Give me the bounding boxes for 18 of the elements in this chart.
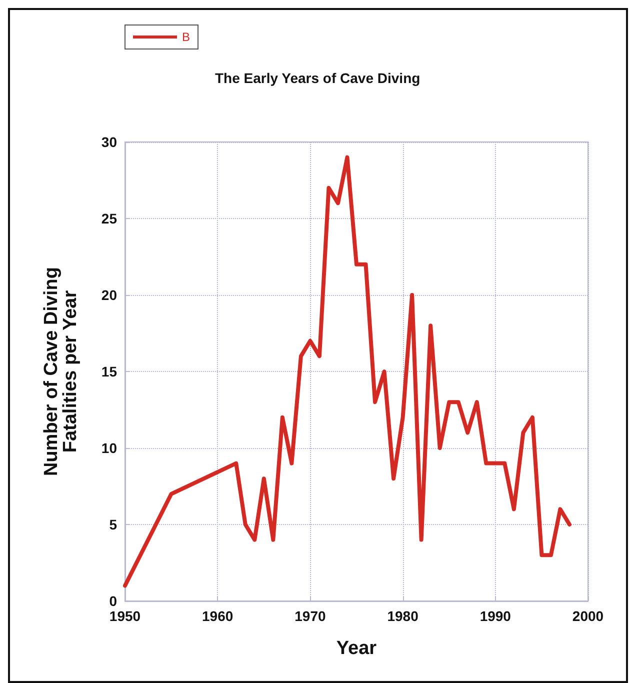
x-tick-label: 1970 [294,608,326,624]
y-tick-label: 0 [109,593,118,609]
y-tick-label: 5 [109,516,118,532]
line-series [123,155,572,588]
chart-title: The Early Years of Cave Diving [215,70,420,86]
y-tick-label: 15 [101,364,118,380]
x-tick-label: 1990 [480,608,512,624]
x-tick-label: 1950 [109,608,141,624]
legend-label: B [182,30,190,44]
x-axis-title: Year [336,638,378,659]
x-tick-label: 1960 [202,608,234,624]
y-tick-label: 30 [101,134,118,150]
y-tick-label: 20 [101,287,118,303]
y-tick-label: 25 [101,210,118,226]
y-axis-title: Number of Cave Diving Fatalities per Year [41,266,81,476]
x-tick-label: 2000 [572,608,604,624]
y-tick-label: 10 [101,440,118,456]
x-tick-label: 1980 [387,608,419,624]
